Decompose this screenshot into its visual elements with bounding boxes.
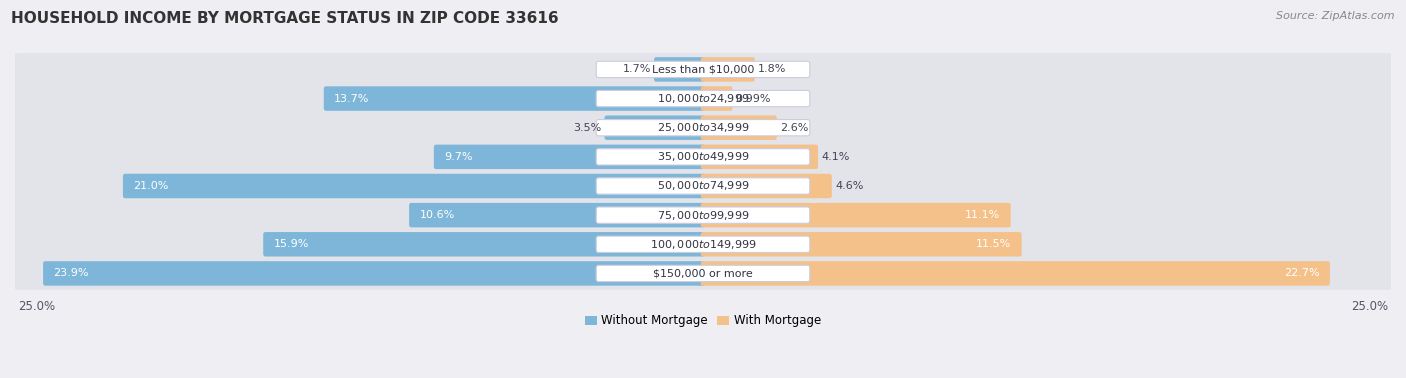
- Text: 1.7%: 1.7%: [623, 64, 651, 74]
- FancyBboxPatch shape: [14, 82, 1392, 115]
- Text: 23.9%: 23.9%: [53, 268, 89, 279]
- FancyBboxPatch shape: [596, 61, 810, 77]
- Text: Source: ZipAtlas.com: Source: ZipAtlas.com: [1277, 11, 1395, 21]
- FancyBboxPatch shape: [14, 199, 1392, 231]
- Legend: Without Mortgage, With Mortgage: Without Mortgage, With Mortgage: [581, 310, 825, 332]
- FancyBboxPatch shape: [596, 119, 810, 136]
- Text: 25.0%: 25.0%: [18, 300, 55, 313]
- FancyBboxPatch shape: [700, 174, 832, 198]
- FancyBboxPatch shape: [44, 261, 706, 286]
- FancyBboxPatch shape: [596, 178, 810, 194]
- Text: $10,000 to $24,999: $10,000 to $24,999: [657, 92, 749, 105]
- Text: 2.6%: 2.6%: [780, 123, 808, 133]
- Text: 13.7%: 13.7%: [335, 94, 370, 104]
- Text: 1.8%: 1.8%: [758, 64, 786, 74]
- FancyBboxPatch shape: [700, 145, 818, 169]
- Text: 3.5%: 3.5%: [572, 123, 602, 133]
- FancyBboxPatch shape: [14, 257, 1392, 290]
- Text: $35,000 to $49,999: $35,000 to $49,999: [657, 150, 749, 163]
- FancyBboxPatch shape: [700, 232, 1022, 257]
- Text: 21.0%: 21.0%: [134, 181, 169, 191]
- Text: $150,000 or more: $150,000 or more: [654, 268, 752, 279]
- FancyBboxPatch shape: [122, 174, 706, 198]
- Text: $50,000 to $74,999: $50,000 to $74,999: [657, 180, 749, 192]
- Text: 22.7%: 22.7%: [1284, 268, 1319, 279]
- Text: 11.5%: 11.5%: [976, 239, 1011, 249]
- Text: 15.9%: 15.9%: [274, 239, 309, 249]
- FancyBboxPatch shape: [323, 86, 706, 111]
- Text: 11.1%: 11.1%: [965, 210, 1000, 220]
- FancyBboxPatch shape: [700, 86, 733, 111]
- FancyBboxPatch shape: [654, 57, 706, 82]
- FancyBboxPatch shape: [14, 53, 1392, 86]
- Text: 10.6%: 10.6%: [419, 210, 454, 220]
- FancyBboxPatch shape: [14, 170, 1392, 202]
- Text: $100,000 to $149,999: $100,000 to $149,999: [650, 238, 756, 251]
- Text: $25,000 to $34,999: $25,000 to $34,999: [657, 121, 749, 134]
- Text: 4.1%: 4.1%: [821, 152, 849, 162]
- Text: 9.7%: 9.7%: [444, 152, 472, 162]
- FancyBboxPatch shape: [14, 141, 1392, 173]
- Text: HOUSEHOLD INCOME BY MORTGAGE STATUS IN ZIP CODE 33616: HOUSEHOLD INCOME BY MORTGAGE STATUS IN Z…: [11, 11, 558, 26]
- Text: $75,000 to $99,999: $75,000 to $99,999: [657, 209, 749, 222]
- FancyBboxPatch shape: [605, 115, 706, 140]
- Text: 0.99%: 0.99%: [735, 94, 772, 104]
- FancyBboxPatch shape: [700, 115, 776, 140]
- Text: Less than $10,000: Less than $10,000: [652, 64, 754, 74]
- FancyBboxPatch shape: [409, 203, 706, 228]
- FancyBboxPatch shape: [596, 265, 810, 282]
- FancyBboxPatch shape: [596, 90, 810, 107]
- FancyBboxPatch shape: [263, 232, 706, 257]
- FancyBboxPatch shape: [14, 228, 1392, 260]
- Text: 4.6%: 4.6%: [835, 181, 863, 191]
- FancyBboxPatch shape: [596, 149, 810, 165]
- FancyBboxPatch shape: [14, 112, 1392, 144]
- FancyBboxPatch shape: [700, 203, 1011, 228]
- FancyBboxPatch shape: [700, 261, 1330, 286]
- Text: 25.0%: 25.0%: [1351, 300, 1388, 313]
- FancyBboxPatch shape: [596, 207, 810, 223]
- FancyBboxPatch shape: [434, 145, 706, 169]
- FancyBboxPatch shape: [596, 236, 810, 253]
- FancyBboxPatch shape: [700, 57, 755, 82]
